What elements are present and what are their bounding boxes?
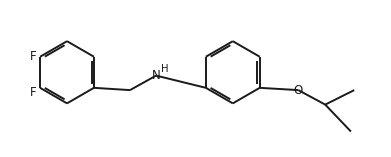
Text: F: F: [30, 50, 37, 63]
Text: O: O: [294, 84, 303, 97]
Text: H: H: [161, 64, 169, 73]
Text: F: F: [30, 86, 37, 99]
Text: N: N: [152, 69, 160, 82]
